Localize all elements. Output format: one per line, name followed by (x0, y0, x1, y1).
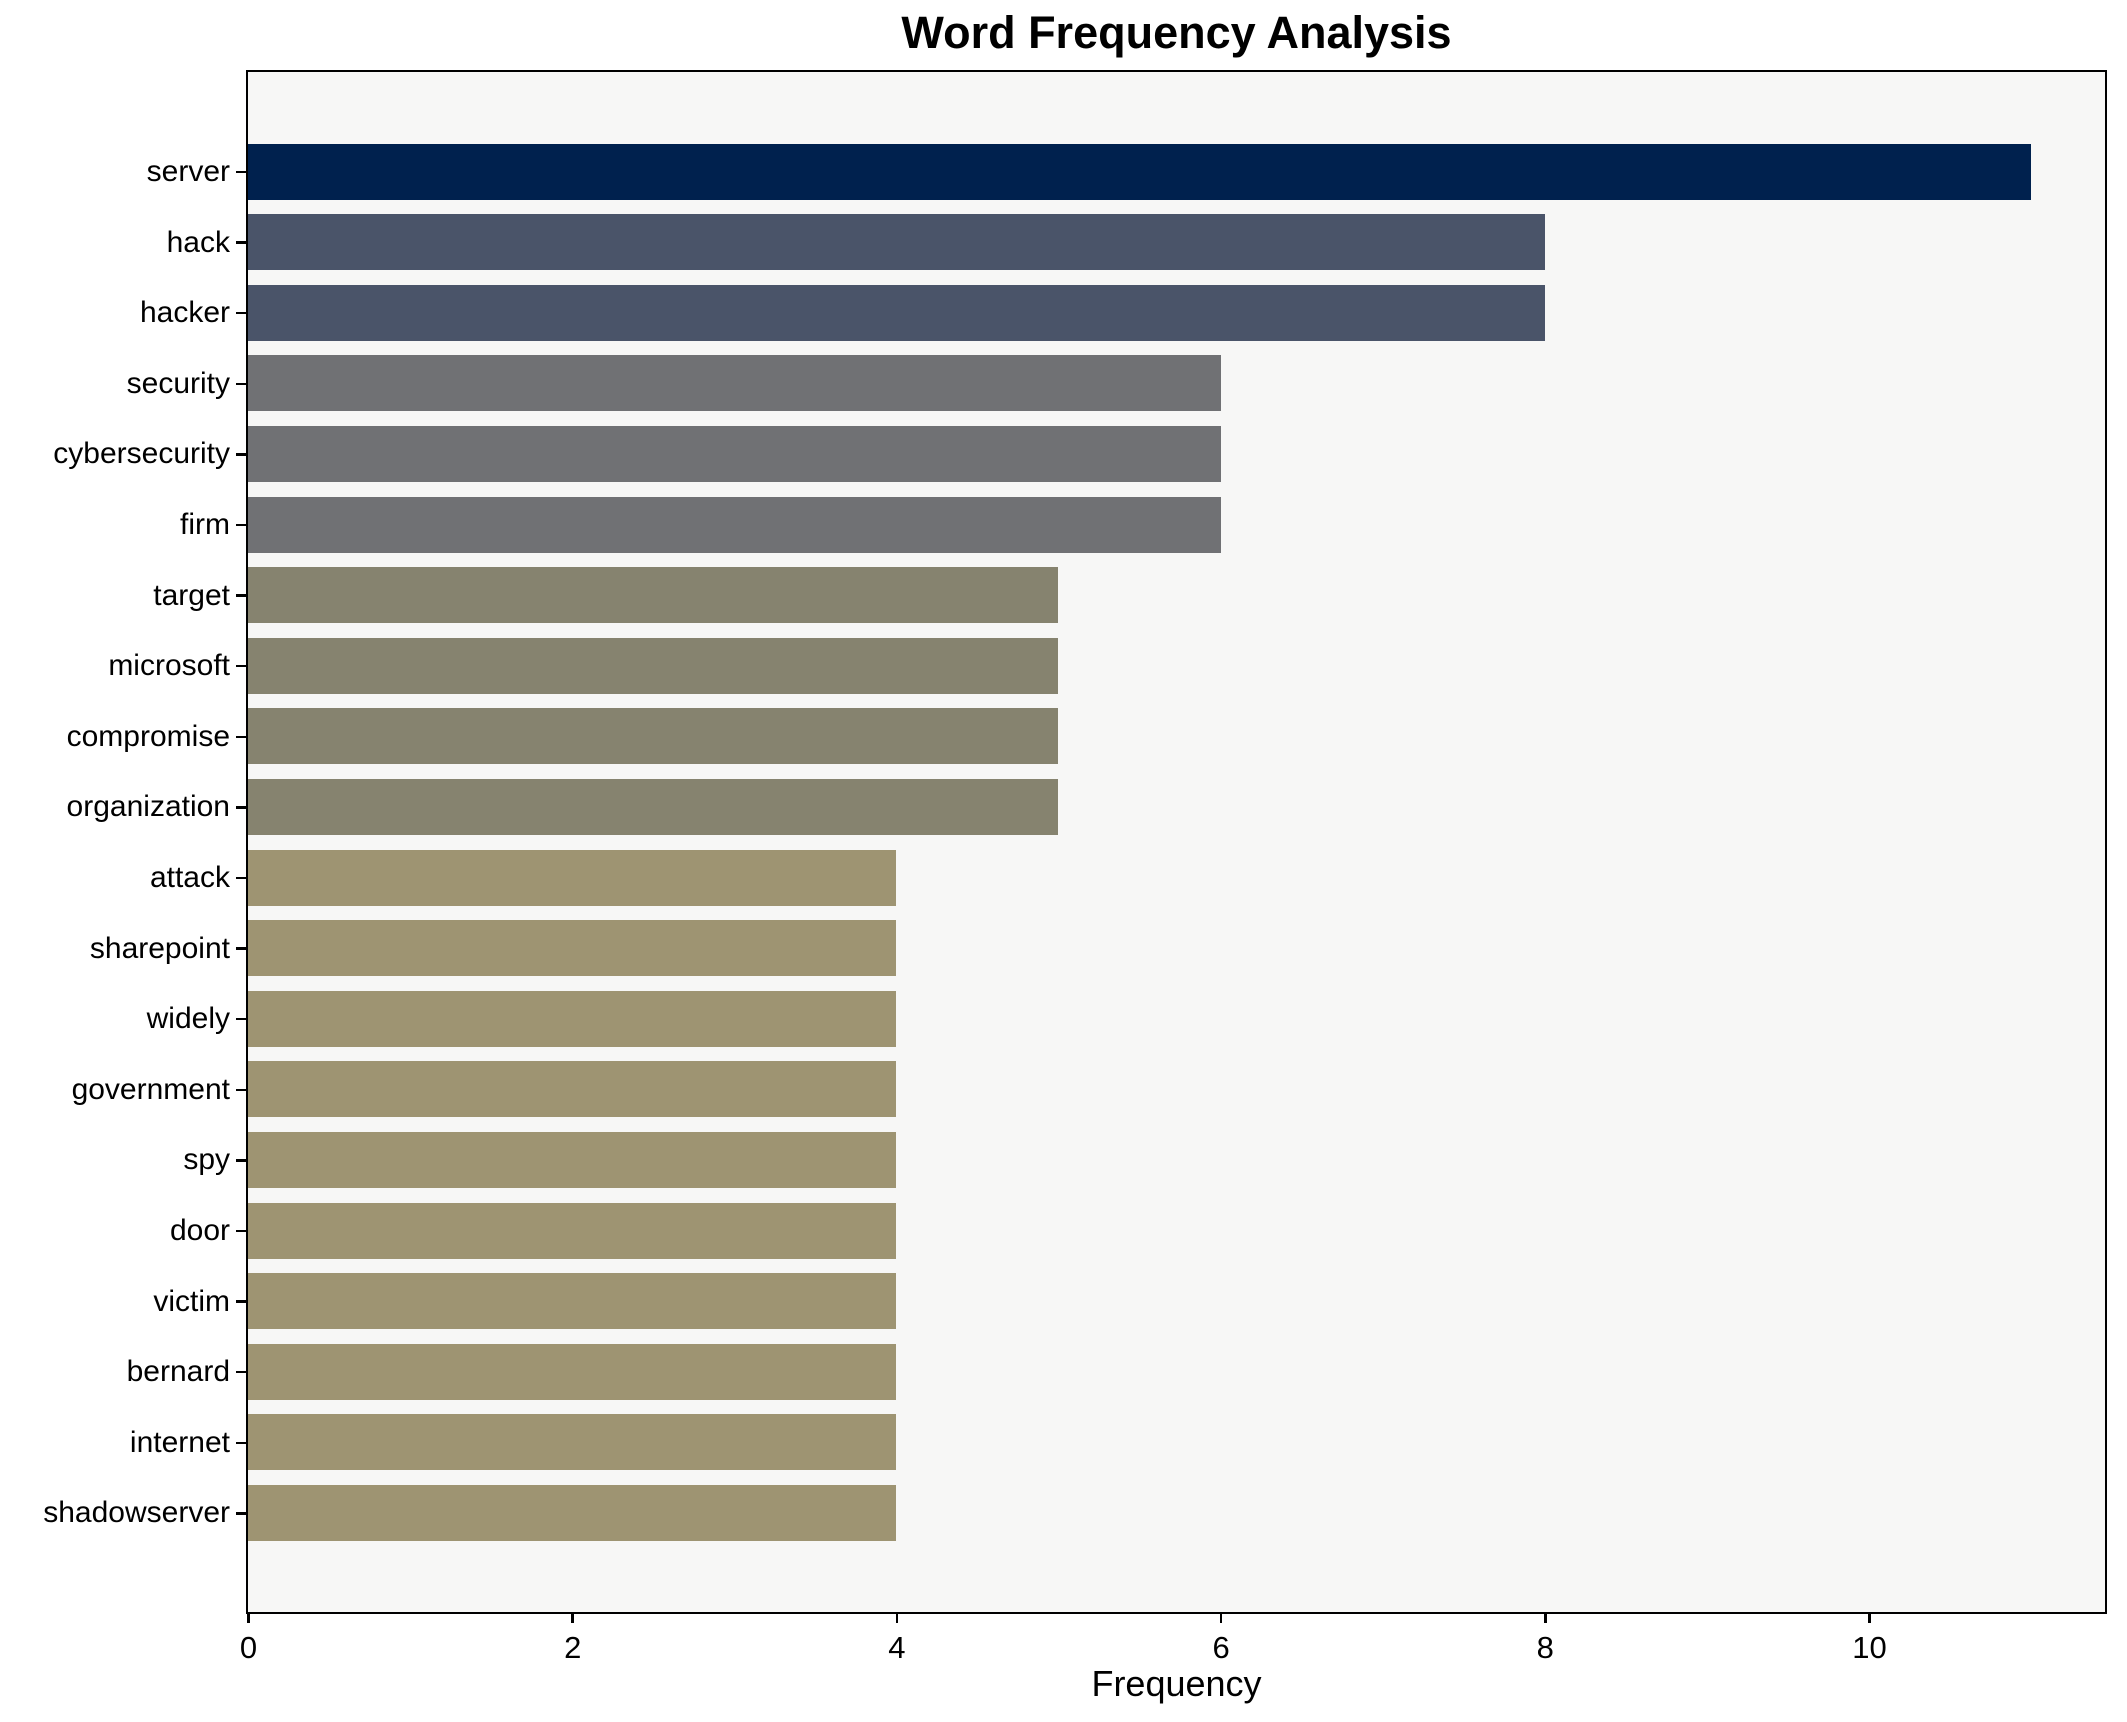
plot-area (246, 70, 2107, 1614)
x-tick-label-0: 0 (239, 1630, 258, 1665)
y-tick-mark (236, 453, 246, 456)
y-tick-label-server: server (146, 155, 230, 188)
bar-door (248, 1202, 897, 1259)
y-tick-label-widely: widely (146, 1002, 230, 1036)
y-tick-label-firm: firm (180, 508, 230, 541)
x-tick-label-6: 6 (1212, 1630, 1230, 1665)
bar-target (248, 567, 1059, 624)
bar-firm (248, 496, 1221, 553)
y-tick-label-attack: attack (149, 861, 230, 894)
y-tick-mark (236, 876, 246, 880)
y-tick-mark (236, 1512, 246, 1515)
bar-cybersecurity (248, 425, 1221, 482)
bar-victim (248, 1273, 897, 1330)
y-tick-mark (236, 1441, 246, 1445)
y-tick-mark (236, 664, 246, 668)
x-tick-mark (247, 1614, 250, 1623)
y-tick-mark (236, 594, 246, 597)
y-tick-label-victim: victim (153, 1284, 230, 1318)
x-tick-mark (1868, 1614, 1871, 1623)
bar-sharepoint (248, 920, 897, 977)
y-tick-label-hacker: hacker (139, 296, 230, 330)
bar-organization (248, 778, 1059, 835)
y-tick-label-bernard: bernard (126, 1355, 230, 1389)
y-tick-label-sharepoint: sharepoint (89, 931, 230, 965)
bar-server (248, 143, 2032, 200)
x-tick-mark (1544, 1614, 1547, 1623)
y-tick-mark (236, 1088, 246, 1092)
x-tick-mark (571, 1614, 574, 1623)
y-tick-mark (236, 241, 246, 244)
y-tick-label-government: government (71, 1072, 230, 1106)
bar-microsoft (248, 637, 1059, 694)
y-tick-mark (236, 523, 246, 527)
y-tick-label-internet: internet (129, 1425, 230, 1459)
y-tick-label-cybersecurity: cybersecurity (53, 437, 230, 471)
y-tick-mark (236, 1017, 246, 1021)
chart-title: Word Frequency Analysis (901, 7, 1452, 58)
bar-government (248, 1061, 897, 1118)
y-tick-mark (236, 1370, 246, 1374)
y-tick-mark (236, 947, 246, 950)
y-tick-mark (236, 735, 246, 739)
y-tick-mark (236, 1229, 246, 1233)
x-tick-label-10: 10 (1852, 1630, 1887, 1665)
y-tick-mark (236, 311, 246, 315)
y-tick-mark (236, 170, 246, 174)
bar-internet (248, 1414, 897, 1471)
y-tick-mark (236, 382, 246, 386)
y-tick-label-shadowserver: shadowserver (43, 1496, 230, 1530)
y-tick-mark (236, 806, 246, 809)
x-tick-mark (1219, 1614, 1223, 1623)
x-tick-label-8: 8 (1536, 1630, 1554, 1665)
bar-bernard (248, 1343, 897, 1400)
bar-attack (248, 849, 897, 906)
bar-hacker (248, 284, 1545, 341)
x-tick-label-2: 2 (564, 1630, 582, 1665)
y-tick-mark (236, 1300, 246, 1303)
y-tick-label-target: target (153, 578, 230, 612)
bar-widely (248, 990, 897, 1047)
x-tick-label-4: 4 (888, 1630, 906, 1665)
y-tick-label-security: security (126, 366, 230, 400)
bar-security (248, 355, 1221, 412)
y-tick-label-organization: organization (66, 790, 230, 824)
bar-compromise (248, 708, 1059, 765)
bar-hack (248, 214, 1545, 271)
x-tick-mark (895, 1614, 899, 1623)
bar-spy (248, 1131, 897, 1188)
bar-shadowserver (248, 1484, 897, 1541)
x-axis-label: Frequency (1091, 1663, 1262, 1704)
y-tick-label-compromise: compromise (66, 719, 230, 753)
y-tick-label-door: door (169, 1214, 230, 1247)
y-tick-label-spy: spy (183, 1143, 230, 1177)
y-tick-mark (236, 1159, 246, 1162)
y-tick-label-microsoft: microsoft (108, 649, 230, 683)
y-tick-label-hack: hack (166, 225, 230, 259)
